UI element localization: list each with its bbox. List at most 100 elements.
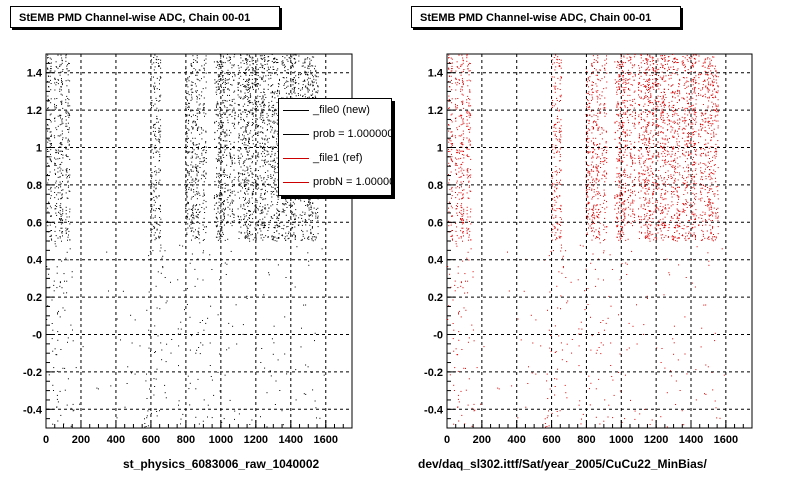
data-point (302, 87, 303, 89)
y-tick-label: -0 (32, 330, 42, 342)
data-point (314, 95, 316, 97)
data-point (233, 91, 235, 93)
data-point (288, 93, 290, 95)
data-point (312, 76, 314, 78)
data-point (186, 170, 188, 172)
data-point (62, 181, 63, 183)
data-point (286, 373, 288, 375)
data-point (203, 194, 205, 196)
data-point (159, 160, 160, 161)
data-point (218, 158, 220, 160)
data-point (234, 194, 236, 196)
data-point (153, 204, 155, 206)
data-point (217, 239, 219, 241)
data-point (61, 130, 63, 132)
data-point (261, 212, 263, 214)
data-point (274, 61, 276, 63)
data-point (258, 83, 259, 85)
data-point (130, 314, 132, 316)
data-point (262, 155, 264, 157)
data-point (177, 328, 179, 330)
data-point (48, 150, 50, 152)
data-point (243, 214, 245, 216)
data-point (257, 175, 259, 177)
data-point (189, 262, 191, 264)
data-point (319, 417, 321, 419)
data-point (252, 239, 254, 241)
data-point (202, 157, 204, 159)
data-point (159, 83, 160, 85)
data-point (261, 78, 263, 80)
data-point (230, 156, 232, 158)
data-point (308, 209, 310, 211)
data-point (219, 182, 221, 184)
data-point (277, 151, 279, 152)
data-point (246, 295, 248, 297)
data-point (242, 174, 244, 176)
data-point (240, 206, 242, 208)
data-point (288, 237, 290, 239)
data-point (218, 76, 220, 78)
data-point (58, 152, 59, 154)
data-point (154, 352, 156, 353)
data-point (277, 196, 279, 198)
data-point (215, 81, 217, 83)
data-point (192, 165, 194, 167)
data-point (292, 227, 294, 229)
data-point (146, 417, 148, 419)
data-point (276, 230, 278, 232)
data-point (307, 67, 309, 69)
data-point (186, 151, 188, 153)
data-point (262, 222, 264, 224)
data-point (202, 240, 204, 241)
data-point (59, 90, 61, 92)
data-point (216, 194, 218, 196)
data-point (151, 184, 152, 186)
data-point (160, 342, 162, 344)
data-point (218, 155, 220, 157)
data-point (252, 70, 254, 72)
data-point (205, 152, 207, 154)
data-point (203, 170, 205, 172)
data-point (202, 252, 204, 254)
y-tick-label: -0.2 (23, 367, 42, 379)
data-point (313, 89, 315, 91)
data-point (245, 59, 247, 61)
data-point (258, 100, 260, 102)
data-point (247, 205, 249, 207)
data-point (272, 238, 274, 240)
data-point (199, 133, 201, 135)
data-point (293, 215, 295, 217)
data-point (229, 99, 231, 101)
data-point (189, 349, 191, 351)
data-point (240, 190, 242, 192)
data-point (238, 160, 240, 162)
data-point (67, 98, 69, 99)
data-point (256, 183, 258, 184)
data-point (276, 138, 278, 140)
data-point (217, 104, 219, 106)
data-point (233, 79, 235, 81)
data-point (187, 213, 189, 215)
data-point (203, 157, 205, 159)
data-point (218, 205, 220, 207)
data-point (265, 97, 267, 98)
data-point (287, 226, 289, 227)
data-point (248, 138, 250, 140)
data-point (282, 211, 284, 213)
data-point (199, 167, 201, 168)
data-point (260, 193, 262, 195)
data-point (191, 215, 193, 216)
data-point (152, 130, 154, 132)
data-point (225, 86, 226, 88)
data-point (187, 91, 189, 93)
data-point (257, 152, 259, 154)
data-point (286, 59, 288, 61)
data-point (294, 221, 296, 223)
data-point (247, 101, 249, 103)
data-point (252, 88, 254, 90)
data-point (192, 126, 194, 128)
data-point (221, 194, 223, 196)
data-point (242, 111, 244, 113)
data-point (242, 187, 243, 189)
